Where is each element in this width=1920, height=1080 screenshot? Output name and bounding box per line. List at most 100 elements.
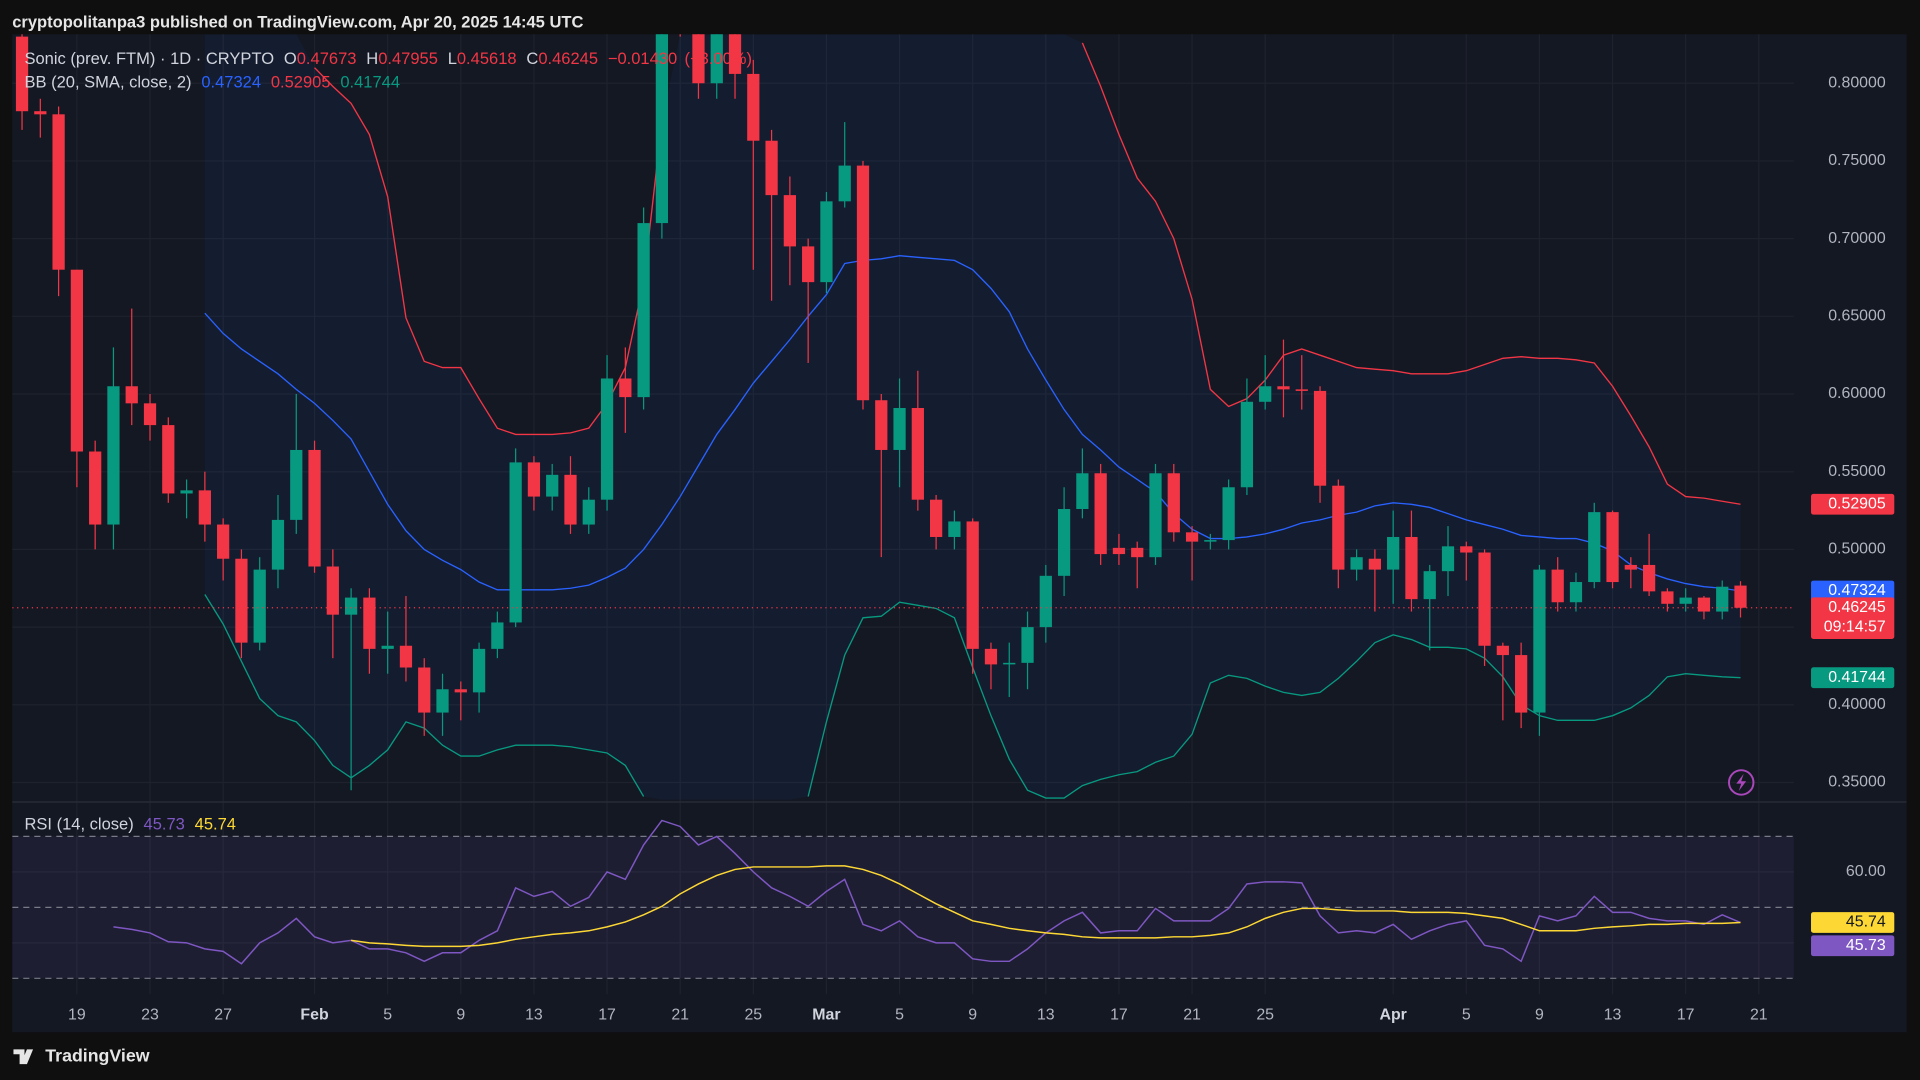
candle-body bbox=[52, 114, 65, 270]
candle-body bbox=[290, 449, 303, 520]
rsi-badge-bg bbox=[1811, 935, 1895, 957]
x-tick-label: 17 bbox=[1110, 1006, 1128, 1023]
band-price-badge-bg bbox=[1811, 667, 1895, 689]
x-tick-label: 25 bbox=[744, 1006, 762, 1023]
candle-body bbox=[217, 524, 230, 559]
x-tick-label: 13 bbox=[1037, 1006, 1055, 1023]
candle-body bbox=[454, 689, 467, 693]
rsi-line bbox=[351, 865, 1741, 948]
candle-body bbox=[235, 558, 248, 643]
legend: BB (20, SMA, close, 2) 0.47324 0.52905 0.41… bbox=[24, 73, 400, 92]
candle-body bbox=[582, 499, 595, 525]
x-tick-label: 13 bbox=[525, 1006, 543, 1023]
candle-body bbox=[1350, 557, 1363, 570]
candle-body bbox=[1515, 655, 1528, 713]
candle-body bbox=[1588, 512, 1601, 583]
legend-indicator-value: 0.47324 bbox=[201, 73, 261, 92]
legend-title: RSI (14, close) bbox=[24, 815, 133, 834]
candle-body bbox=[1368, 558, 1382, 570]
x-tick-label: 19 bbox=[68, 1006, 86, 1023]
band-fill bbox=[204, 34, 1741, 800]
x-tick-label: 21 bbox=[1183, 1006, 1201, 1023]
brand-logo: TradingView bbox=[13, 1045, 150, 1065]
band-price-badge-bg bbox=[1811, 493, 1895, 515]
brand-name: TradingView bbox=[45, 1045, 149, 1065]
attribution: cryptopolitanpa3 published on TradingVie… bbox=[12, 13, 583, 32]
candle-body bbox=[1167, 473, 1180, 533]
candle-body bbox=[308, 449, 321, 567]
last-price-badge-bg bbox=[1811, 597, 1895, 639]
x-tick-label: 5 bbox=[895, 1006, 904, 1023]
candle-body bbox=[1441, 546, 1455, 572]
legend-ohlc-label: C bbox=[526, 49, 538, 68]
candle-body bbox=[1185, 532, 1199, 542]
candle-body bbox=[765, 140, 778, 196]
legend-indicator-value: 0.41744 bbox=[340, 73, 400, 92]
candle-body bbox=[710, 34, 723, 84]
candle-body bbox=[546, 474, 559, 497]
candle-body bbox=[1551, 569, 1564, 603]
candle-body bbox=[271, 519, 285, 570]
y-tick-label: 0.50000 bbox=[1828, 541, 1886, 558]
y-tick-label: 0.75000 bbox=[1828, 152, 1886, 169]
candle-body bbox=[1661, 591, 1674, 604]
candle-body bbox=[180, 490, 193, 494]
legend: Sonic (prev. FTM) · 1D · CRYPTO O0.47673 H… bbox=[24, 49, 752, 68]
legend-ohlc-label: O bbox=[284, 49, 297, 68]
x-tick-label: Feb bbox=[300, 1006, 329, 1023]
y-tick-label: 60.00 bbox=[1846, 863, 1886, 880]
candle-body bbox=[856, 165, 870, 401]
alert-icon[interactable] bbox=[1728, 769, 1755, 796]
legend-ohlc-label: H bbox=[366, 49, 378, 68]
candle-body bbox=[1204, 540, 1217, 542]
candle-body bbox=[1606, 512, 1619, 583]
candle-body bbox=[728, 34, 742, 74]
candle-body bbox=[399, 645, 413, 668]
rsi-badge: 45.73 bbox=[1846, 937, 1886, 954]
candle-body bbox=[783, 195, 796, 247]
candle-body bbox=[326, 566, 339, 615]
candle-body bbox=[1405, 536, 1418, 600]
candle-body bbox=[1569, 582, 1583, 603]
legend-title: Sonic (prev. FTM) · 1D · CRYPTO bbox=[24, 49, 274, 68]
legend-change: −0.01430 bbox=[608, 49, 677, 68]
rsi-badge: 45.74 bbox=[1846, 914, 1886, 931]
candle-body bbox=[162, 425, 175, 494]
x-tick-label: 5 bbox=[383, 1006, 392, 1023]
candle-body bbox=[820, 201, 833, 283]
rsi-plot bbox=[12, 819, 1794, 979]
last-price-badge-countdown: 09:14:57 bbox=[1824, 619, 1886, 636]
candle-body bbox=[1039, 575, 1052, 628]
candle-body bbox=[838, 165, 851, 202]
candle-body bbox=[1259, 386, 1272, 402]
x-tick-label: Apr bbox=[1379, 1006, 1406, 1023]
x-tick-label: Mar bbox=[812, 1006, 840, 1023]
candle-body bbox=[1697, 597, 1711, 612]
candle-body bbox=[619, 378, 632, 398]
candle-body bbox=[1076, 473, 1089, 510]
candle-body bbox=[564, 474, 577, 525]
candle-body bbox=[125, 386, 138, 404]
legend-ohlc-value: 0.45618 bbox=[457, 49, 517, 68]
candle-body bbox=[1222, 487, 1235, 541]
band-price-badge: 0.52905 bbox=[1828, 495, 1886, 512]
x-tick-label: 25 bbox=[1256, 1006, 1274, 1023]
candle-body bbox=[1642, 564, 1656, 592]
candle-body bbox=[15, 36, 29, 112]
rsi-line bbox=[113, 819, 1741, 965]
candle-body bbox=[1496, 645, 1509, 656]
candle-body bbox=[948, 521, 961, 537]
x-tick-label: 27 bbox=[214, 1006, 232, 1023]
y-tick-label: 0.55000 bbox=[1828, 463, 1886, 480]
candle-body bbox=[89, 451, 102, 525]
candle-body bbox=[1003, 662, 1016, 665]
x-tick-label: 9 bbox=[456, 1006, 465, 1023]
rsi-badge-bg bbox=[1811, 912, 1895, 933]
x-tick-label: 13 bbox=[1604, 1006, 1622, 1023]
candle-body bbox=[70, 269, 84, 452]
candle-body bbox=[34, 111, 47, 115]
candle-body bbox=[1295, 389, 1308, 391]
candle-body bbox=[1057, 509, 1071, 576]
level-band bbox=[12, 836, 1794, 979]
